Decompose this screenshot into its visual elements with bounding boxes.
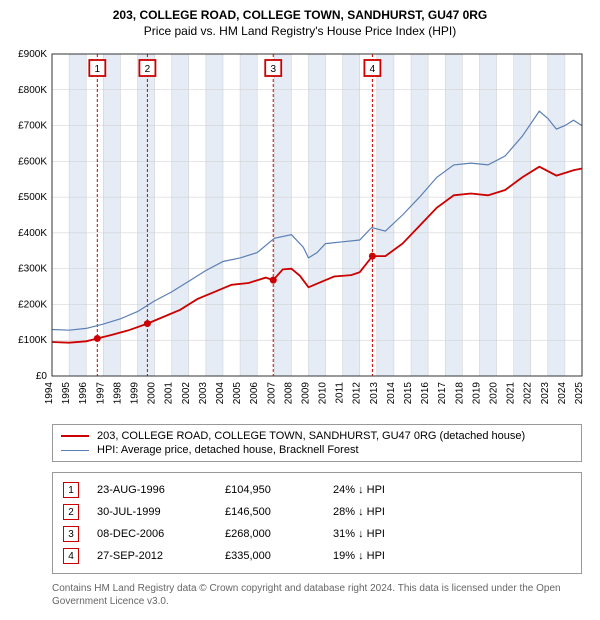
x-tick-label: 2020 <box>489 382 500 405</box>
y-tick-label: £700K <box>18 121 47 132</box>
legend-swatch <box>61 450 89 451</box>
x-tick-label: 2003 <box>198 382 209 405</box>
x-tick-label: 2015 <box>403 382 414 405</box>
transaction-point <box>270 277 277 284</box>
x-tick-label: 1996 <box>78 382 89 405</box>
y-tick-label: £100K <box>18 335 47 346</box>
y-tick-label: £200K <box>18 299 47 310</box>
x-tick-label: 2007 <box>266 382 277 405</box>
transaction-badge: 3 <box>63 526 79 542</box>
footer-attribution: Contains HM Land Registry data © Crown c… <box>52 582 582 608</box>
transaction-price: £335,000 <box>225 550 315 562</box>
x-tick-label: 2024 <box>557 382 568 405</box>
x-tick-label: 2021 <box>506 382 517 405</box>
transaction-row: 4 27-SEP-2012 £335,000 19% ↓ HPI <box>63 545 571 567</box>
transaction-badge: 2 <box>63 504 79 520</box>
transaction-price: £146,500 <box>225 506 315 518</box>
x-tick-label: 2008 <box>283 382 294 405</box>
transaction-badge: 1 <box>63 482 79 498</box>
marker-badge-number: 2 <box>145 64 151 75</box>
x-tick-label: 2010 <box>318 382 329 405</box>
x-tick-label: 1998 <box>112 382 123 405</box>
legend-item: HPI: Average price, detached house, Brac… <box>61 443 573 457</box>
transaction-date: 23-AUG-1996 <box>97 484 207 496</box>
x-tick-label: 2016 <box>420 382 431 405</box>
legend-box: 203, COLLEGE ROAD, COLLEGE TOWN, SANDHUR… <box>52 424 582 462</box>
price-chart: £0 £100K £200K £300K £400K £500K £600K £700K £80… <box>10 46 590 416</box>
x-tick-label: 2000 <box>147 382 158 405</box>
x-tick-label: 2018 <box>454 382 465 405</box>
y-tick-label: £300K <box>18 264 47 275</box>
x-tick-label: 2002 <box>181 382 192 405</box>
transaction-point <box>94 335 101 342</box>
x-tick-label: 2023 <box>540 382 551 405</box>
transaction-point <box>144 320 151 327</box>
x-tick-label: 2013 <box>369 382 380 405</box>
x-tick-label: 2011 <box>335 382 346 404</box>
transaction-badge: 4 <box>63 548 79 564</box>
transaction-date: 08-DEC-2006 <box>97 528 207 540</box>
marker-badge-number: 3 <box>270 64 276 75</box>
transaction-date: 30-JUL-1999 <box>97 506 207 518</box>
transaction-price: £104,950 <box>225 484 315 496</box>
transaction-row: 3 08-DEC-2006 £268,000 31% ↓ HPI <box>63 523 571 545</box>
y-tick-label: £500K <box>18 192 47 203</box>
x-tick-label: 1994 <box>44 382 55 405</box>
transactions-table: 1 23-AUG-1996 £104,950 24% ↓ HPI 2 30-JUL-199… <box>52 472 582 574</box>
transaction-diff: 28% ↓ HPI <box>333 506 385 518</box>
transaction-diff: 24% ↓ HPI <box>333 484 385 496</box>
y-tick-label: £900K <box>18 49 47 60</box>
x-tick-label: 1997 <box>95 382 106 405</box>
legend-swatch <box>61 435 89 437</box>
x-tick-label: 2022 <box>523 382 534 405</box>
transaction-row: 1 23-AUG-1996 £104,950 24% ↓ HPI <box>63 479 571 501</box>
y-tick-label: £400K <box>18 228 47 239</box>
transaction-diff: 31% ↓ HPI <box>333 528 385 540</box>
x-tick-label: 2005 <box>232 382 243 405</box>
x-tick-label: 2006 <box>249 382 260 405</box>
transaction-price: £268,000 <box>225 528 315 540</box>
x-tick-label: 2019 <box>471 382 482 405</box>
chart-subtitle: Price paid vs. HM Land Registry's House … <box>10 24 590 38</box>
legend-item: 203, COLLEGE ROAD, COLLEGE TOWN, SANDHUR… <box>61 429 573 443</box>
x-tick-label: 1999 <box>129 382 140 405</box>
x-tick-label: 2017 <box>437 382 448 405</box>
marker-badge-number: 4 <box>370 64 376 75</box>
y-tick-label: £800K <box>18 85 47 96</box>
transaction-point <box>369 253 376 260</box>
chart-title: 203, COLLEGE ROAD, COLLEGE TOWN, SANDHUR… <box>10 8 590 22</box>
x-tick-label: 2014 <box>386 382 397 405</box>
legend-label: HPI: Average price, detached house, Brac… <box>97 444 359 456</box>
legend-label: 203, COLLEGE ROAD, COLLEGE TOWN, SANDHUR… <box>97 430 525 442</box>
x-tick-label: 1995 <box>61 382 72 405</box>
transaction-diff: 19% ↓ HPI <box>333 550 385 562</box>
y-tick-label: £600K <box>18 156 47 167</box>
transaction-row: 2 30-JUL-1999 £146,500 28% ↓ HPI <box>63 501 571 523</box>
x-tick-label: 2001 <box>164 382 175 405</box>
marker-badge-number: 1 <box>95 64 101 75</box>
transaction-date: 27-SEP-2012 <box>97 550 207 562</box>
x-tick-label: 2009 <box>300 382 311 405</box>
x-tick-label: 2004 <box>215 382 226 405</box>
x-tick-label: 2025 <box>574 382 585 405</box>
y-tick-label: £0 <box>36 371 48 382</box>
x-tick-label: 2012 <box>352 382 363 405</box>
